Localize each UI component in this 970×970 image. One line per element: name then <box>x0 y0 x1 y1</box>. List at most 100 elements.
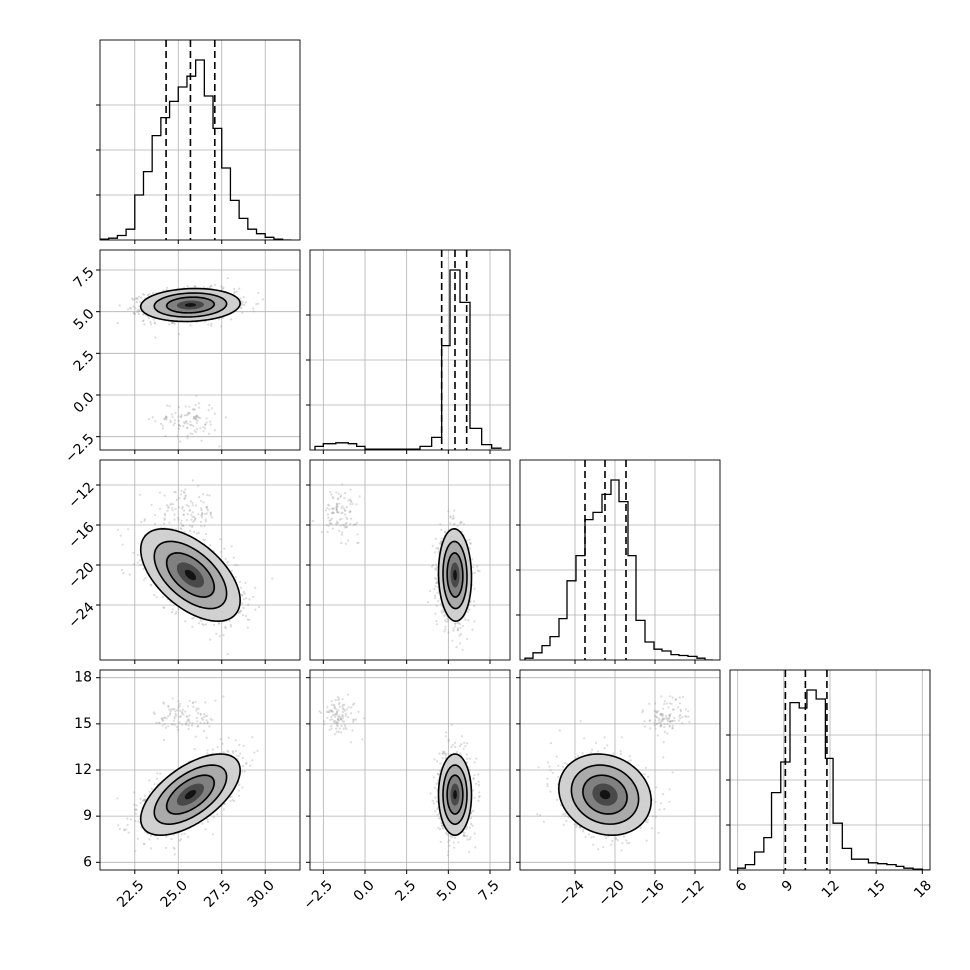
sample-point <box>183 496 186 500</box>
sample-point <box>171 509 174 512</box>
sample-point <box>449 522 452 525</box>
sample-point <box>184 495 187 498</box>
sample-point <box>440 610 443 613</box>
sample-point <box>222 286 225 289</box>
sample-point <box>180 519 183 522</box>
sample-point <box>337 492 340 495</box>
sample-point <box>177 427 180 431</box>
sample-point <box>203 286 206 289</box>
sample-point <box>347 499 350 502</box>
sample-point <box>166 509 169 512</box>
sample-point <box>205 421 208 424</box>
sample-point <box>349 488 352 491</box>
sample-point <box>459 522 462 525</box>
sample-point <box>457 622 461 625</box>
sample-point <box>204 512 207 516</box>
sample-point <box>163 417 166 420</box>
sample-point <box>129 818 132 821</box>
sample-point <box>451 517 454 520</box>
sample-point <box>207 408 210 412</box>
sample-point <box>201 513 204 516</box>
sample-point <box>131 298 134 301</box>
sample-point <box>436 581 439 585</box>
sample-point <box>436 546 439 550</box>
sample-point <box>172 321 175 324</box>
sample-point <box>199 520 203 524</box>
sample-point <box>203 539 206 542</box>
sample-point <box>133 313 137 316</box>
sample-point <box>188 509 191 512</box>
sample-point <box>435 563 438 566</box>
sample-point <box>159 422 163 425</box>
sample-point <box>459 626 462 630</box>
sample-point <box>331 507 334 510</box>
sample-point <box>164 417 167 420</box>
sample-point <box>473 571 476 574</box>
sample-point <box>209 638 212 641</box>
sample-point <box>161 424 164 427</box>
sample-point <box>187 412 190 415</box>
sample-point <box>135 301 138 304</box>
sample-point <box>473 587 476 590</box>
sample-point <box>171 608 174 611</box>
sample-point <box>345 526 348 529</box>
sample-point <box>165 415 168 418</box>
sample-point <box>177 406 180 409</box>
sample-point <box>241 303 244 306</box>
sample-point <box>140 296 143 299</box>
sample-point <box>210 284 213 288</box>
contour-2 <box>446 552 464 598</box>
sample-point <box>339 495 342 498</box>
sample-point <box>192 417 195 420</box>
sample-point <box>426 601 429 604</box>
sample-point <box>139 801 142 805</box>
sample-point <box>121 543 124 546</box>
sample-point <box>213 623 216 627</box>
sample-point <box>193 519 196 522</box>
sample-point <box>193 530 196 534</box>
sample-point <box>136 553 139 557</box>
sample-point <box>191 432 194 436</box>
sample-point <box>128 306 132 310</box>
sample-point <box>336 504 339 507</box>
contour-2 <box>165 552 215 598</box>
sample-point <box>207 323 210 326</box>
sample-point <box>434 537 438 540</box>
sample-point <box>330 517 333 520</box>
sample-point <box>230 625 233 628</box>
sample-point <box>171 321 174 325</box>
density-level-4 <box>184 569 197 581</box>
sample-point <box>140 520 143 524</box>
sample-point <box>350 517 353 520</box>
sample-point <box>224 627 227 630</box>
sample-point <box>466 610 469 614</box>
sample-point <box>226 652 229 656</box>
panel-frame <box>99 39 301 241</box>
sample-point <box>199 417 202 420</box>
sample-point <box>340 533 344 536</box>
sample-point <box>186 434 189 437</box>
sample-point <box>440 528 443 531</box>
sample-point <box>213 429 216 432</box>
sample-point <box>335 522 338 525</box>
sample-point <box>143 518 146 521</box>
sample-point <box>193 408 196 411</box>
sample-point <box>243 598 246 601</box>
sample-point <box>154 322 157 325</box>
sample-point <box>436 623 439 626</box>
sample-point <box>199 427 202 430</box>
sample-point <box>454 622 457 625</box>
sample-point <box>224 416 228 419</box>
sample-point <box>194 417 197 420</box>
sample-point <box>153 522 156 526</box>
sample-point <box>205 736 208 739</box>
sample-point <box>252 595 255 598</box>
sample-point <box>336 511 339 514</box>
sample-point <box>187 835 190 839</box>
sample-point <box>339 524 342 527</box>
sample-point <box>213 412 216 415</box>
sample-point <box>435 577 438 581</box>
sample-point <box>195 394 198 397</box>
sample-point <box>192 415 196 418</box>
